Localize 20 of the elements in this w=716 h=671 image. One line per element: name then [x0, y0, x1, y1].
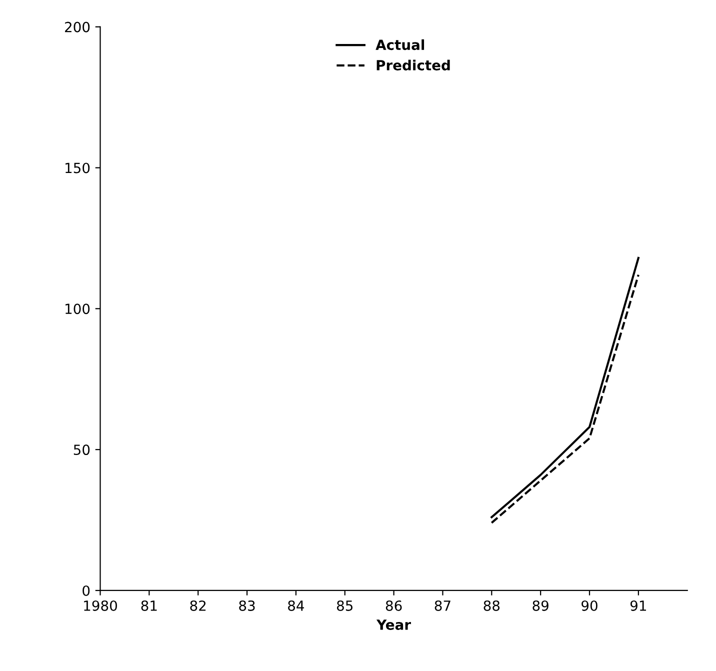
x-tick-label: 86	[386, 600, 402, 611]
y-tick-label: 100	[66, 304, 90, 314]
y-tick-label: 50	[74, 444, 90, 456]
x-axis-title: Year	[376, 620, 411, 630]
legend-label: Actual	[376, 39, 424, 50]
y-tick-label: 200	[65, 22, 90, 32]
legend-label: Predicted	[376, 60, 450, 70]
x-tick-label: 81	[141, 600, 157, 611]
x-tick-label: 90	[582, 600, 598, 611]
x-tick-label: 84	[288, 600, 304, 611]
x-tick-label: 89	[532, 600, 548, 611]
x-tick-label: 88	[484, 600, 500, 611]
x-tick-label: 87	[434, 600, 450, 611]
y-tick-label: 150	[66, 162, 90, 174]
x-tick-label: 83	[239, 600, 255, 611]
x-tick-label: 82	[190, 600, 206, 611]
x-tick-label: 85	[336, 600, 352, 611]
x-tick-label: 1980	[84, 600, 117, 611]
y-tick-label: 0	[82, 585, 90, 596]
x-tick-label: 91	[630, 600, 646, 611]
